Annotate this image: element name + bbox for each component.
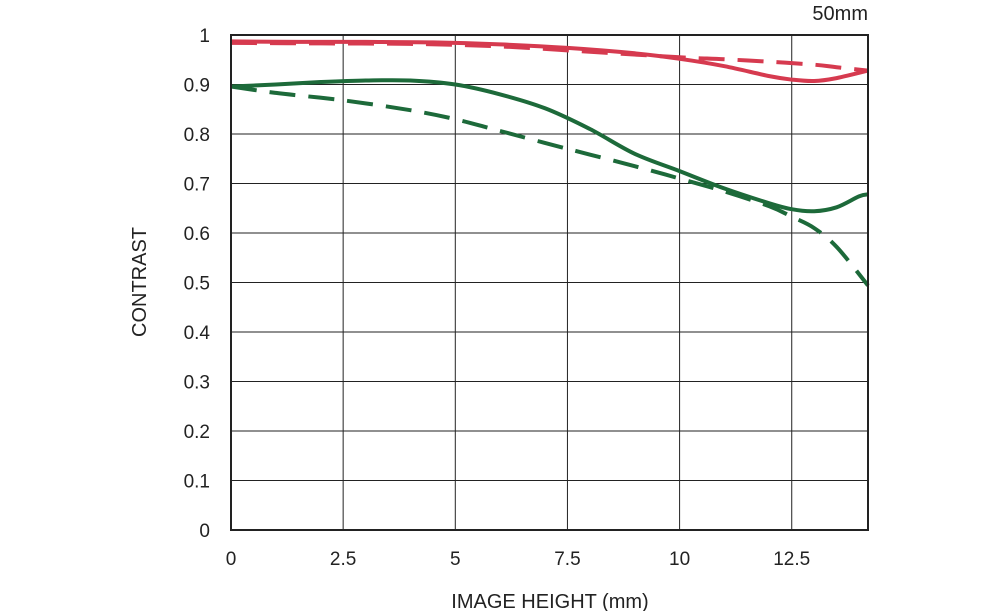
y-tick-labels: 0 0.1 0.2 0.3 0.4 0.5 0.6 0.7 0.8 0.9 1 <box>184 26 211 542</box>
x-tick-label: 5 <box>450 549 461 570</box>
y-tick-label: 0.8 <box>184 125 210 146</box>
y-tick-label: 1 <box>199 26 210 47</box>
y-tick-label: 0 <box>199 521 210 542</box>
x-tick-label: 10 <box>669 549 690 570</box>
x-tick-label: 7.5 <box>554 549 580 570</box>
x-tick-label: 12.5 <box>773 549 810 570</box>
y-axis-title: CONTRAST <box>129 227 151 337</box>
mtf-curve-2 <box>230 40 869 73</box>
x-tick-label: 0 <box>226 549 237 570</box>
chart-title: 50mm <box>812 3 868 25</box>
curve-layer <box>230 39 870 287</box>
y-tick-label: 0.6 <box>184 224 210 245</box>
y-tick-label: 0.5 <box>184 274 210 295</box>
y-tick-label: 0.7 <box>184 175 210 196</box>
plot-frame <box>230 34 869 531</box>
mtf-curve-4 <box>230 84 870 287</box>
x-axis-title: IMAGE HEIGHT (mm) <box>451 591 648 611</box>
y-tick-label: 0.4 <box>184 323 211 344</box>
mtf-curve-3 <box>230 78 869 214</box>
y-tick-label: 0.9 <box>184 76 210 97</box>
y-tick-label: 0.1 <box>184 472 210 493</box>
x-tick-labels: 0 2.5 5 7.5 10 12.5 <box>226 549 811 570</box>
y-tick-label: 0.3 <box>184 373 210 394</box>
y-tick-label: 0.2 <box>184 422 210 443</box>
x-tick-label: 2.5 <box>330 549 356 570</box>
